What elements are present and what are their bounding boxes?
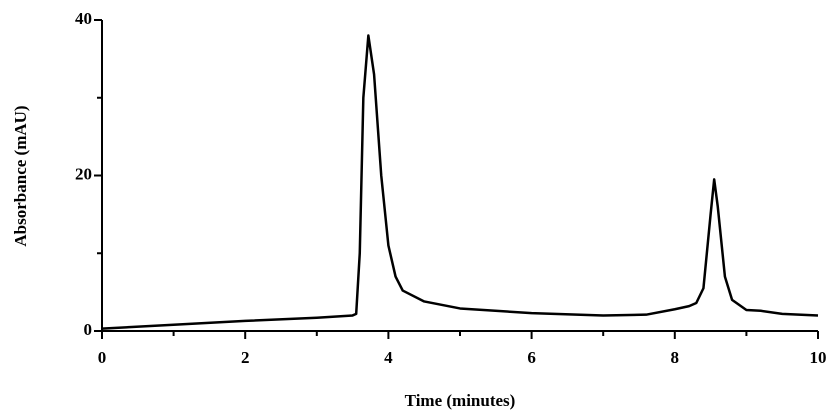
line xyxy=(101,34,819,330)
x-tick-label: 2 xyxy=(241,348,250,367)
y-axis-title: Absorbance (mAU) xyxy=(11,105,30,246)
y-tick-label: 40 xyxy=(75,9,92,28)
x-tick-label: 0 xyxy=(98,348,107,367)
x-tick-label: 6 xyxy=(527,348,536,367)
y-tick-label: 20 xyxy=(75,164,92,183)
x-axis-title: Time (minutes) xyxy=(405,391,516,410)
x-tick-label: 4 xyxy=(384,348,393,367)
x-tick-label: 8 xyxy=(671,348,680,367)
y-tick-label: 0 xyxy=(84,320,93,339)
x-tick-label: 10 xyxy=(810,348,827,367)
